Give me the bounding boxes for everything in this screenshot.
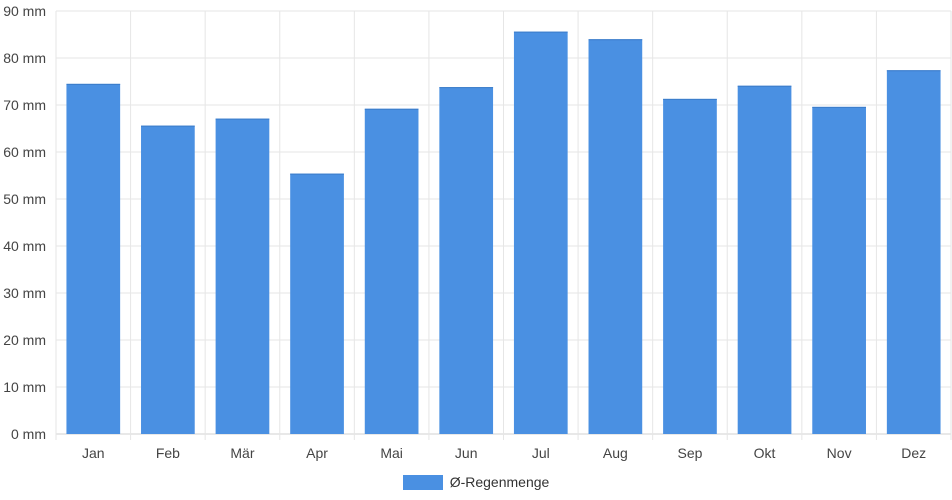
bar-okt[interactable] xyxy=(737,85,792,434)
x-tick-label: Aug xyxy=(603,445,628,461)
bar-mär[interactable] xyxy=(215,118,270,434)
y-tick-label: 70 mm xyxy=(3,97,46,113)
bar-series xyxy=(66,31,941,435)
x-tick-label: Jul xyxy=(532,445,550,461)
legend-label: Ø-Regenmenge xyxy=(449,474,550,490)
y-tick-label: 20 mm xyxy=(3,332,46,348)
bar-dez[interactable] xyxy=(886,70,941,434)
x-tick-label: Nov xyxy=(827,445,852,461)
x-axis-tick-labels: Jan Feb Mär Apr Mai Jun Jul Aug Sep Okt Nov Dez xyxy=(82,445,926,461)
grid-lines xyxy=(55,10,952,440)
x-tick-label: Mär xyxy=(230,445,254,461)
x-tick-label: Feb xyxy=(156,445,180,461)
bar-feb[interactable] xyxy=(141,125,195,435)
legend-swatch xyxy=(402,474,443,490)
chart-legend[interactable]: Ø-Regenmenge xyxy=(0,471,952,493)
y-tick-label: 80 mm xyxy=(3,50,46,66)
y-tick-label: 90 mm xyxy=(3,3,46,19)
bar-apr[interactable] xyxy=(290,173,344,434)
y-tick-label: 60 mm xyxy=(3,144,46,160)
x-tick-label: Apr xyxy=(306,445,328,461)
y-tick-label: 40 mm xyxy=(3,238,46,254)
y-tick-label: 10 mm xyxy=(3,379,46,395)
bar-jul[interactable] xyxy=(513,31,568,435)
bar-mai[interactable] xyxy=(364,108,419,434)
rainfall-bar-chart: 0 mm 10 mm 20 mm 30 mm 40 mm 50 mm 60 mm 70 mm 8… xyxy=(3,3,952,461)
bar-sep[interactable] xyxy=(663,98,717,434)
x-tick-label: Mai xyxy=(380,445,403,461)
bar-aug[interactable] xyxy=(588,39,643,434)
y-axis-tick-labels: 0 mm 10 mm 20 mm 30 mm 40 mm 50 mm 60 mm 70 mm 8… xyxy=(3,3,46,442)
bar-nov[interactable] xyxy=(812,106,866,434)
x-tick-label: Jan xyxy=(82,445,105,461)
y-tick-label: 0 mm xyxy=(11,426,46,442)
x-tick-label: Okt xyxy=(754,445,776,461)
bar-jun[interactable] xyxy=(439,87,494,434)
x-tick-label: Sep xyxy=(677,445,702,461)
y-tick-label: 50 mm xyxy=(3,191,46,207)
y-tick-label: 30 mm xyxy=(3,285,46,301)
bar-jan[interactable] xyxy=(66,83,121,434)
x-tick-label: Jun xyxy=(455,445,478,461)
x-tick-label: Dez xyxy=(901,445,926,461)
